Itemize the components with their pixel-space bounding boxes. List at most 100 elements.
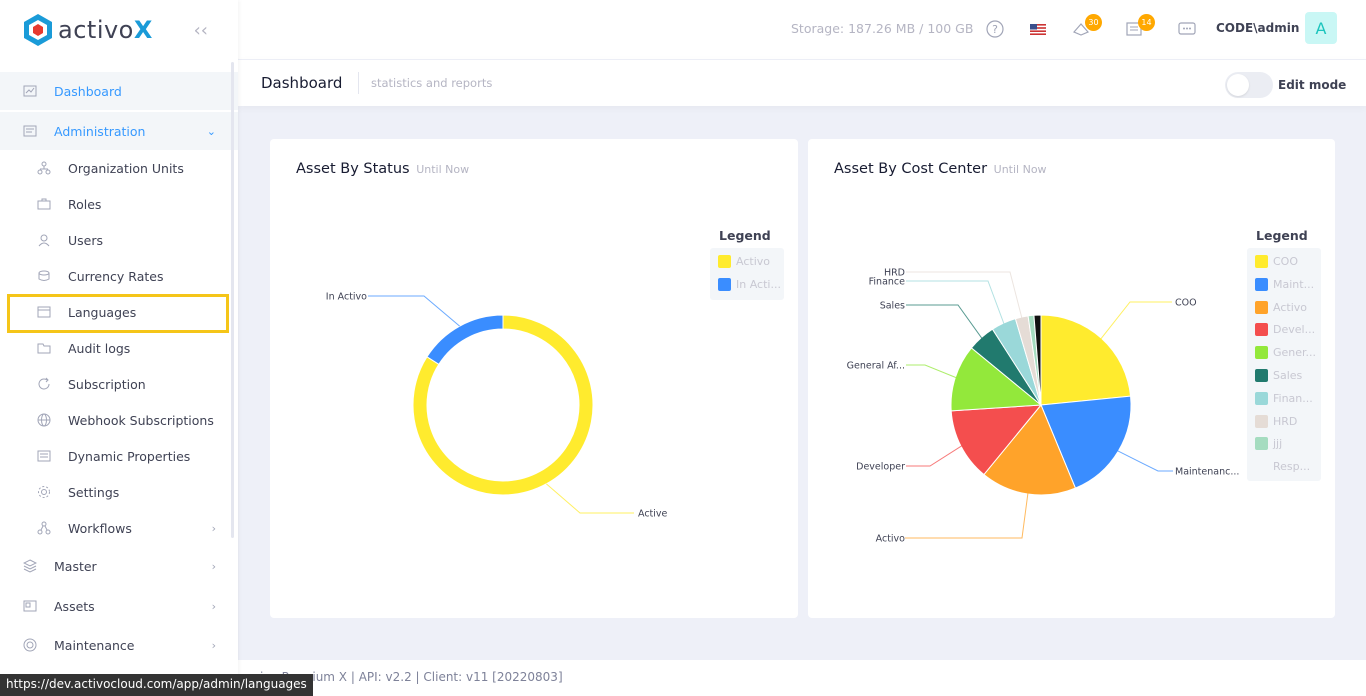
wrench-icon	[22, 637, 38, 653]
pie-slice[interactable]	[412, 314, 594, 496]
slice-label: Activo	[876, 534, 906, 545]
page-description: statistics and reports	[371, 76, 493, 90]
sidebar-item-label: Administration	[54, 123, 146, 139]
sidebar-item-users[interactable]: Users	[0, 223, 238, 257]
legend-label: jjj	[1273, 437, 1283, 451]
leader-line	[1116, 449, 1173, 472]
sidebar-item-assets[interactable]: Assets ›	[0, 587, 238, 625]
legend-label: Devel...	[1273, 323, 1316, 337]
collapse-sidebar-icon[interactable]: ‹‹	[193, 20, 208, 41]
slice-label: Finance	[869, 277, 905, 288]
leader-line	[906, 304, 983, 340]
sidebar-item-currency-rates[interactable]: Currency Rates	[0, 259, 238, 293]
status-donut-chart: Active In Activo	[326, 292, 668, 520]
legend-swatch	[1255, 391, 1268, 405]
sidebar-item-dashboard[interactable]: Dashboard	[0, 72, 238, 110]
user-name[interactable]: CODE\admin	[1216, 21, 1300, 35]
legend-item[interactable]: HRD	[1255, 414, 1297, 428]
legend-item[interactable]: jjj	[1255, 437, 1283, 451]
sidebar-item-languages[interactable]: Languages	[0, 295, 238, 329]
sidebar-scrollbar[interactable]	[231, 62, 234, 538]
sidebar-item-webhook-subscriptions[interactable]: Webhook Subscriptions	[0, 403, 238, 437]
legend-label: Finan...	[1273, 391, 1313, 405]
legend-swatch	[1255, 437, 1268, 451]
sidebar-item-label: Languages	[68, 304, 137, 320]
chart-legend: Activo In Acti...	[710, 248, 784, 300]
legend-item[interactable]: In Acti...	[718, 277, 781, 291]
legend-item[interactable]: Finan...	[1255, 391, 1313, 405]
sidebar-item-organization-units[interactable]: Organization Units	[0, 151, 238, 185]
chat-icon[interactable]	[1176, 18, 1198, 40]
legend-item[interactable]: Gener...	[1255, 346, 1317, 360]
pie-slice[interactable]	[426, 314, 504, 365]
chevron-right-icon: ›	[211, 559, 216, 573]
leader-line	[905, 492, 1029, 539]
legend-label: Maint...	[1273, 277, 1315, 291]
chevron-down-icon: ⌄	[206, 124, 216, 138]
refresh-icon	[36, 376, 52, 392]
card-subtitle: Until Now	[416, 163, 470, 176]
legend-swatch	[1255, 300, 1268, 314]
sidebar-item-label: Master	[54, 558, 97, 574]
sidebar-item-settings[interactable]: Settings	[0, 475, 238, 509]
asset-by-cost-center-card: Asset By Cost Center Until Now COO Mainte…	[808, 139, 1335, 618]
list-icon	[36, 448, 52, 464]
avatar[interactable]: A	[1305, 12, 1337, 44]
sidebar-item-subscription[interactable]: Subscription	[0, 367, 238, 401]
sidebar-item-dynamic-properties[interactable]: Dynamic Properties	[0, 439, 238, 473]
sidebar-item-label: Maintenance	[54, 637, 135, 653]
edit-mode-toggle[interactable]	[1225, 72, 1273, 98]
slice-label: General Af...	[847, 361, 905, 372]
sidebar-item-label: Roles	[68, 196, 102, 212]
folder-icon	[36, 340, 52, 356]
notifications-badge: 30	[1085, 14, 1102, 31]
pie-slice[interactable]	[1040, 314, 1132, 406]
sidebar-item-administration[interactable]: Administration ⌄	[0, 112, 238, 150]
status-bar-url: https://dev.activocloud.com/app/admin/la…	[0, 674, 313, 696]
legend-swatch	[1255, 369, 1268, 382]
sidebar-item-maintenance[interactable]: Maintenance ›	[0, 626, 238, 664]
sidebar-item-audit-logs[interactable]: Audit logs	[0, 331, 238, 365]
legend-label: Sales	[1273, 369, 1303, 382]
legend-label: Gener...	[1273, 346, 1317, 360]
sidebar-item-label: Audit logs	[68, 340, 131, 356]
chevron-right-icon: ›	[211, 599, 216, 613]
legend-item[interactable]: Activo	[718, 255, 770, 268]
brand-name: activoX	[58, 16, 153, 44]
messages-icon[interactable]: 14	[1123, 14, 1155, 40]
notifications-icon[interactable]: 30	[1070, 14, 1102, 40]
legend-item[interactable]: Activo	[1255, 300, 1307, 314]
leader-line	[906, 364, 958, 379]
legend-swatch	[1255, 323, 1268, 337]
brand: activoX ‹‹	[0, 0, 238, 60]
leader-line	[368, 295, 460, 327]
legend-label: Activo	[736, 255, 770, 268]
messages-badge: 14	[1138, 14, 1155, 31]
asset-by-status-card: Asset By Status Until Now Active In Activ…	[270, 139, 798, 618]
legend-item[interactable]: COO	[1255, 255, 1298, 268]
leader-line	[906, 271, 1023, 319]
legend-label: COO	[1273, 255, 1298, 268]
sidebar-item-roles[interactable]: Roles	[0, 187, 238, 221]
sidebar-item-workflows[interactable]: Workflows ›	[0, 511, 238, 545]
us-flag-icon[interactable]	[1027, 18, 1049, 40]
legend-item[interactable]: Resp...	[1255, 460, 1310, 473]
svg-text:?: ?	[992, 23, 998, 36]
coins-icon	[36, 268, 52, 284]
storage-usage: Storage: 187.26 MB / 100 GB	[791, 21, 974, 36]
help-icon[interactable]: ?	[984, 18, 1006, 40]
leader-line	[906, 444, 963, 467]
pie-slice[interactable]	[1033, 314, 1042, 406]
chart-icon	[22, 83, 38, 99]
sidebar-item-label: Workflows	[68, 520, 132, 536]
legend-item[interactable]: Sales	[1255, 369, 1302, 382]
gear-icon	[36, 484, 52, 500]
slice-label: Active	[638, 509, 668, 520]
legend-item[interactable]: Maint...	[1255, 277, 1315, 291]
topbar: Storage: 187.26 MB / 100 GB ? 30 14 CODE…	[238, 0, 1366, 60]
sidebar-item-master[interactable]: Master ›	[0, 547, 238, 585]
admin-icon	[22, 123, 38, 139]
sidebar-item-label: Users	[68, 232, 104, 248]
legend-item[interactable]: Devel...	[1255, 323, 1316, 337]
sidebar: activoX ‹‹ Dashboard Administration ⌄ Organ…	[0, 0, 238, 696]
